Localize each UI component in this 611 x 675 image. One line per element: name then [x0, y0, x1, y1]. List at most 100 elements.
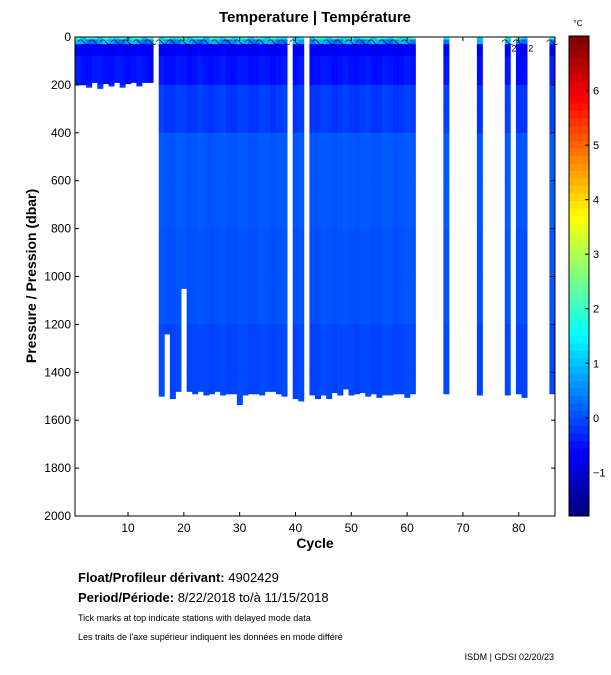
heat-cell — [253, 372, 260, 395]
heat-cell — [354, 228, 361, 277]
heat-cell — [197, 372, 204, 392]
heat-cell — [197, 228, 204, 277]
heat-cell — [376, 39, 383, 45]
heat-cell — [326, 276, 333, 325]
colorbar-swatch — [569, 96, 589, 104]
heat-cell — [387, 108, 394, 134]
heat-cell — [504, 132, 511, 182]
heat-cell — [521, 39, 528, 45]
heat-cell — [242, 228, 249, 277]
heat-cell — [315, 37, 321, 40]
heat-cell — [125, 70, 132, 85]
heat-cell — [354, 37, 361, 40]
heat-cell — [404, 44, 411, 57]
heat-cell — [203, 84, 210, 110]
heat-cell — [158, 372, 165, 397]
colorbar-tick-label: −1 — [593, 467, 606, 479]
heat-cell — [231, 84, 238, 110]
heat-cell — [164, 84, 171, 110]
heat-cell — [75, 39, 81, 45]
heat-cell — [125, 56, 132, 71]
heat-cell — [86, 44, 93, 57]
heat-cell — [253, 56, 260, 71]
heat-cell — [281, 132, 288, 182]
heat-cell — [376, 37, 383, 40]
heat-cell — [264, 44, 271, 57]
heat-cell — [208, 56, 215, 71]
heat-cell — [130, 44, 137, 57]
heat-cell — [175, 372, 182, 392]
profile-cycle-44 — [315, 37, 321, 400]
heat-cell — [398, 108, 405, 134]
colorbar-tick-label: 2 — [593, 304, 599, 316]
heat-cell — [387, 180, 394, 229]
period-dates: 8/22/2018 to/à 11/15/2018 — [177, 590, 329, 605]
heat-cell — [398, 44, 405, 57]
heat-cell — [404, 372, 411, 398]
heat-cell — [342, 180, 349, 229]
colorbar-swatch — [569, 448, 589, 457]
profile-cycle-37 — [275, 37, 282, 395]
heat-cell — [220, 56, 227, 71]
heat-cell — [404, 108, 411, 134]
colorbar-swatch — [569, 156, 589, 164]
contour-line — [155, 39, 168, 45]
heat-cell — [80, 44, 87, 57]
heat-cell — [259, 228, 266, 277]
heat-cell — [404, 324, 411, 373]
heat-cell — [264, 39, 271, 45]
heat-cell — [387, 56, 394, 71]
heat-cell — [320, 70, 327, 86]
heat-cell — [220, 372, 227, 396]
heat-cell — [348, 132, 355, 182]
heat-cell — [259, 180, 266, 229]
heat-cell — [181, 276, 188, 289]
heat-cell — [354, 372, 361, 395]
heat-cell — [365, 108, 372, 134]
y-tick-label: 1800 — [44, 461, 71, 475]
heat-cell — [186, 372, 193, 392]
profile-cycle-17 — [164, 37, 171, 335]
heat-cell — [337, 84, 344, 110]
heat-cell — [253, 228, 260, 277]
y-tick-label: 1000 — [44, 270, 71, 284]
heat-cell — [443, 84, 450, 110]
profile-cycle-49 — [342, 37, 349, 390]
heat-cell — [387, 324, 394, 373]
profile-cycle-54 — [370, 37, 377, 395]
heat-cell — [102, 70, 109, 85]
heat-cell — [264, 180, 271, 229]
profile-cycle-67 — [443, 37, 450, 395]
heat-cell — [259, 108, 266, 134]
heat-cell — [264, 84, 271, 110]
heat-cell — [409, 70, 416, 86]
heat-cell — [331, 56, 338, 71]
y-tick-label: 600 — [51, 174, 71, 188]
heat-cell — [186, 56, 193, 71]
heat-cell — [130, 56, 137, 71]
profile-cycle-13 — [141, 37, 148, 83]
heat-cell — [309, 276, 316, 325]
period-info: Period/Période: 8/22/2018 to/à 11/15/201… — [78, 590, 329, 605]
heat-cell — [242, 39, 249, 45]
heat-cell — [292, 228, 299, 277]
heat-cell — [381, 108, 388, 134]
colorbar-tick-label: 6 — [593, 86, 599, 98]
heat-cell — [91, 37, 98, 40]
y-tick-label: 1200 — [44, 317, 71, 331]
heat-cell — [331, 372, 338, 394]
heat-cell — [203, 372, 210, 396]
heat-cell — [275, 132, 282, 182]
heat-cell — [130, 39, 137, 45]
heat-cell — [309, 44, 316, 57]
heat-cell — [119, 56, 126, 71]
heat-cell — [298, 372, 305, 402]
heat-cell — [181, 84, 188, 110]
heat-cell — [208, 132, 215, 182]
heat-cell — [270, 180, 277, 229]
heat-cell — [309, 372, 316, 396]
heat-cell — [275, 180, 282, 229]
colorbar-swatch — [569, 223, 589, 232]
heat-cell — [231, 372, 238, 395]
